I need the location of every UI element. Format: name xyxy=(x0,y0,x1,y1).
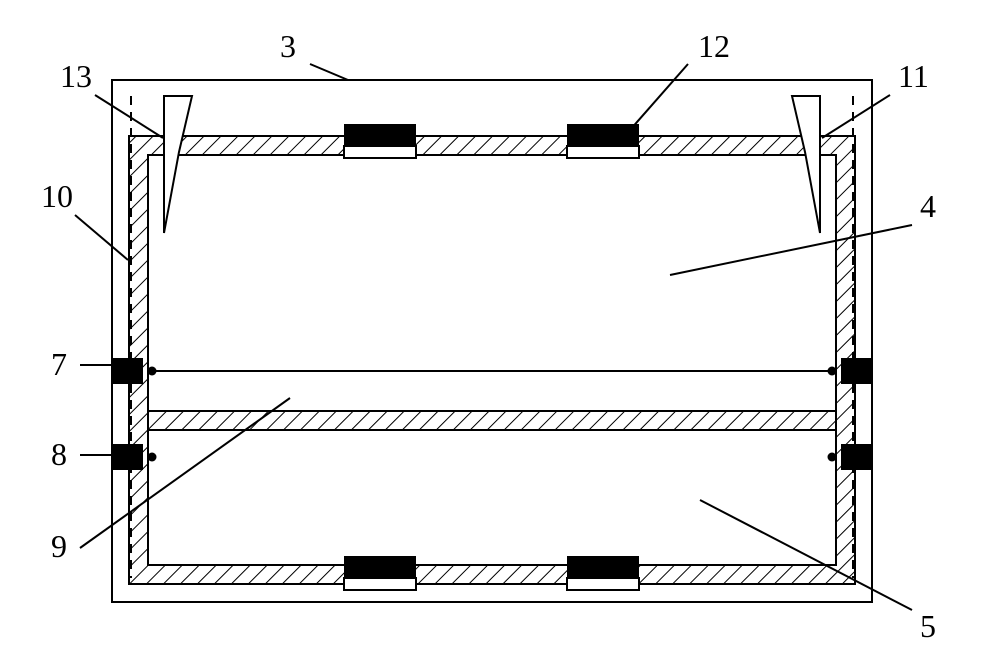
label-10: 10 xyxy=(41,180,73,212)
label-11: 11 xyxy=(898,60,929,92)
wedge-right xyxy=(792,96,820,233)
label-4: 4 xyxy=(920,190,936,222)
diagram-svg xyxy=(0,0,1000,656)
label-3: 3 xyxy=(280,30,296,62)
wedge-left xyxy=(164,96,192,233)
label-12: 12 xyxy=(698,30,730,62)
label-9: 9 xyxy=(51,530,67,562)
hatched-frame xyxy=(129,136,855,584)
label-7: 7 xyxy=(51,348,67,380)
diagram-canvas: 3 12 11 13 4 10 7 8 9 5 xyxy=(0,0,1000,656)
label-5: 5 xyxy=(920,610,936,642)
label-8: 8 xyxy=(51,438,67,470)
inner-divider xyxy=(148,411,836,430)
outer-rect xyxy=(112,80,872,602)
label-13: 13 xyxy=(60,60,92,92)
